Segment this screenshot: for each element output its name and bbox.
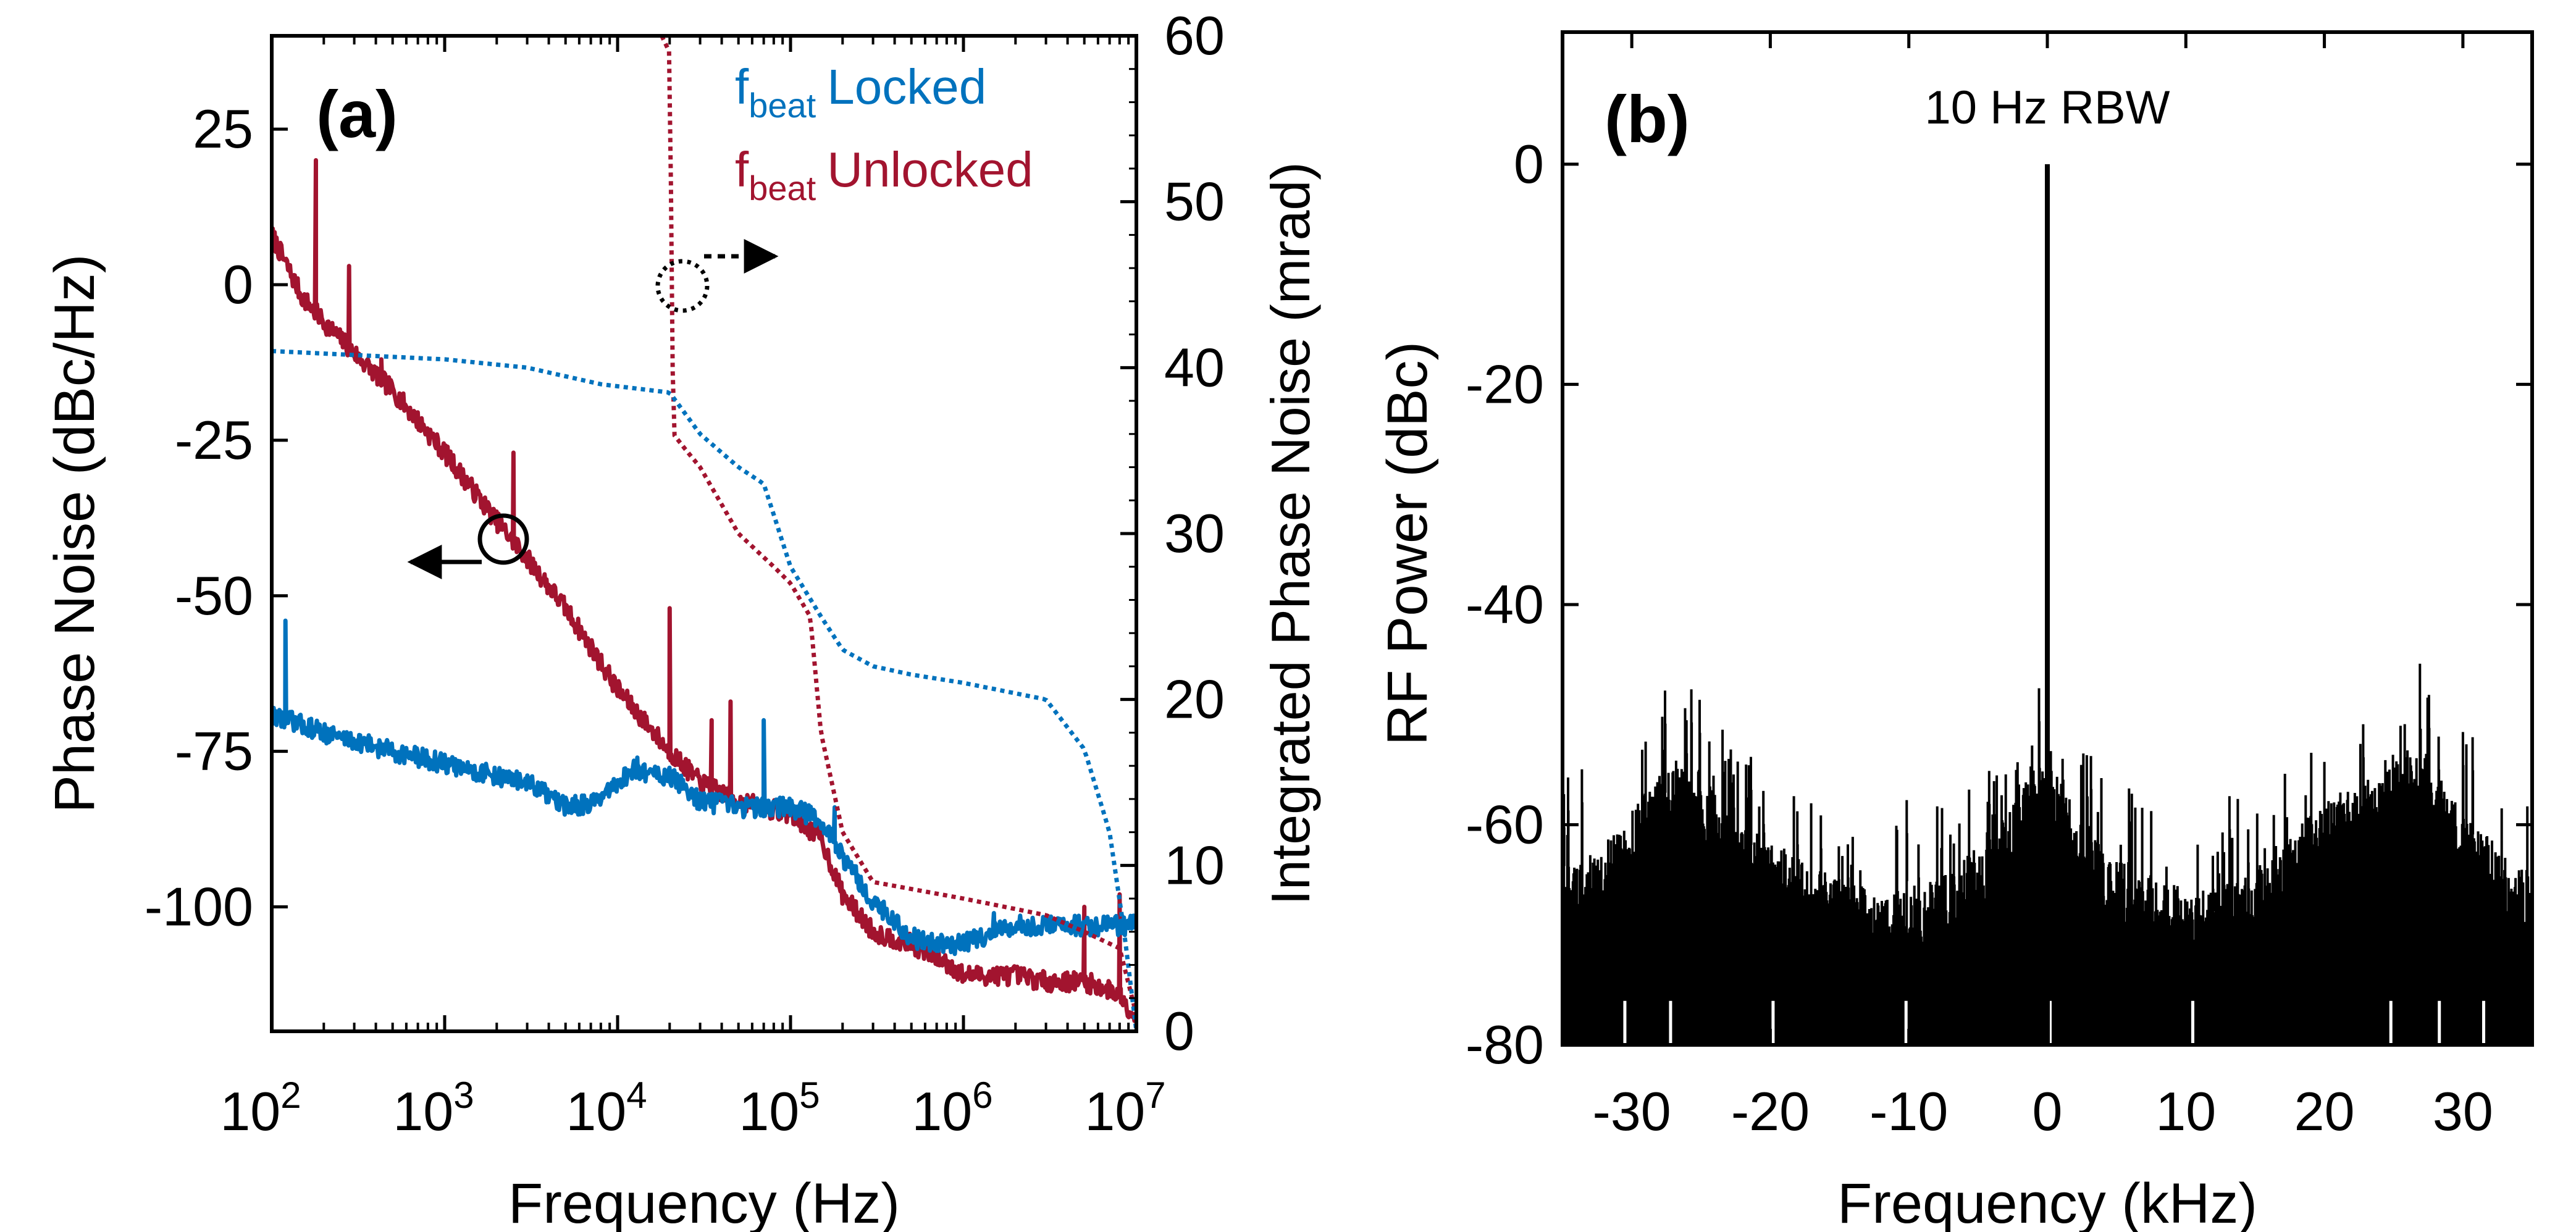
x-tick-label: 104: [566, 1075, 647, 1142]
y-left-tick-label: 25: [193, 98, 253, 159]
panel-b: -30 -20 -10 0 10 20 30 0 -20 -40 -60 -80 (b) 10 Hz…: [1376, 30, 2534, 1232]
y-right-tick-label: 10: [1164, 834, 1225, 895]
x-tick-label: 102: [220, 1075, 301, 1142]
x-tick-label: -10: [1869, 1081, 1948, 1142]
y-left-tick-label: 0: [223, 254, 253, 315]
left-axis-circle-icon: [477, 513, 529, 565]
y-tick-label: 0: [1514, 133, 1544, 195]
panel-b-title: 10 Hz RBW: [1925, 82, 2170, 134]
y-right-tick-label: 30: [1164, 503, 1225, 564]
legend-locked-f: f: [735, 59, 749, 114]
series-line-unlocked-integrated-phase-noise: [660, 36, 1136, 1015]
panel-b-x-ticks: -30 -20 -10 0 10 20 30: [1593, 32, 2493, 1142]
panel-a-y-axis-label-left: Phase Noise (dBc/Hz): [43, 254, 106, 813]
legend-unlocked-text: Unlocked: [827, 142, 1033, 197]
panel-a-plot-area: [272, 36, 1136, 1031]
x-tick-label: 107: [1085, 1075, 1165, 1142]
legend-unlocked-f: f: [735, 142, 749, 197]
panel-a-label: (a): [316, 77, 398, 151]
x-tick-label: -20: [1731, 1081, 1810, 1142]
y-right-tick-label: 40: [1164, 337, 1225, 398]
x-tick-label: 20: [2294, 1081, 2355, 1142]
series-line-unlocked-phase-noise: [272, 158, 1136, 1023]
panel-a-x-ticks: 102 103 104 105 106 107: [220, 36, 1166, 1142]
y-tick-label: -60: [1466, 794, 1544, 855]
panel-b-plot-area: [1563, 164, 2532, 1045]
panel-a-x-axis-label: Frequency (Hz): [508, 1172, 900, 1232]
y-right-tick-label: 0: [1164, 1000, 1194, 1062]
legend-entry-unlocked: fbeat Unlocked: [735, 142, 1033, 207]
panel-b-y-axis-label: RF Power (dBc): [1376, 342, 1439, 745]
series-line-locked-integrated-phase-noise: [272, 349, 1136, 1031]
y-tick-label: -40: [1466, 574, 1544, 635]
legend: fbeat Locked fbeat Unlocked: [735, 59, 1033, 207]
y-left-tick-label: -25: [175, 409, 253, 471]
panel-a-y-ticks-left: 25 0 -25 -50 -75 -100: [145, 98, 288, 937]
rf-spectrum-trace: [1563, 663, 2532, 1045]
panel-b-x-axis-label: Frequency (kHz): [1837, 1172, 2257, 1232]
y-right-tick-label: 20: [1164, 669, 1225, 730]
legend-locked-sub: beat: [749, 86, 816, 125]
y-tick-label: -20: [1466, 353, 1544, 414]
legend-locked-text: Locked: [827, 59, 986, 114]
series-line-locked-phase-noise: [272, 618, 1136, 957]
x-tick-label: 30: [2433, 1081, 2493, 1142]
y-left-tick-label: -100: [145, 876, 253, 937]
y-left-tick-label: -50: [175, 565, 253, 626]
panel-a: 102 103 104 105 106 107 25 0 -25 -50 -75 -100 60 50…: [43, 5, 1321, 1232]
right-axis-marker: [655, 239, 779, 313]
left-axis-marker: [407, 513, 529, 579]
x-tick-label: -30: [1593, 1081, 1671, 1142]
panel-b-y-ticks: 0 -20 -40 -60 -80: [1466, 133, 2532, 1075]
panel-b-label: (b): [1605, 82, 1690, 156]
panel-a-y-ticks-right: 60 50 40 30 20 10 0: [1120, 5, 1225, 1062]
x-tick-label: 106: [912, 1075, 992, 1142]
y-tick-label: -80: [1466, 1014, 1544, 1075]
legend-entry-locked: fbeat Locked: [735, 59, 986, 125]
legend-unlocked-sub: beat: [749, 169, 816, 207]
right-axis-dotted-circle-icon: [655, 259, 710, 313]
x-tick-label: 105: [739, 1075, 820, 1142]
x-tick-label: 10: [2155, 1081, 2216, 1142]
y-right-tick-label: 60: [1164, 5, 1225, 66]
x-tick-label: 103: [393, 1075, 474, 1142]
y-left-tick-label: -75: [175, 721, 253, 782]
y-right-tick-label: 50: [1164, 171, 1225, 232]
panel-a-y-axis-label-right: Integrated Phase Noise (mrad): [1260, 162, 1321, 905]
x-tick-label: 0: [2033, 1081, 2063, 1142]
